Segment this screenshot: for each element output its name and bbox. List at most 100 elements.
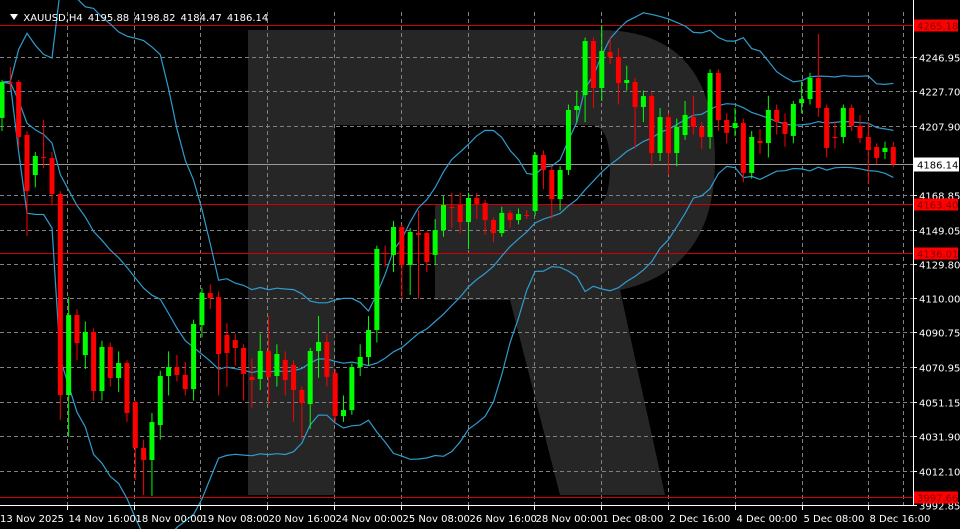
candle-body xyxy=(799,99,805,104)
candle-body xyxy=(16,81,22,137)
candle-body xyxy=(857,125,863,139)
bull-candle xyxy=(82,321,88,369)
x-tick-label: 2 Dec 16:00 xyxy=(670,514,731,525)
candle-body xyxy=(515,214,521,221)
candle-body xyxy=(341,410,347,417)
x-tick-label: 13 Nov 2025 xyxy=(0,514,64,525)
candle-body xyxy=(732,123,738,128)
bear-candle xyxy=(832,122,838,149)
bear-candle xyxy=(724,113,730,144)
y-tick-label: 4090.75 xyxy=(919,329,960,340)
bull-candle xyxy=(257,333,263,391)
bear-candle xyxy=(690,95,696,135)
candle-body xyxy=(366,330,372,357)
level-label: 4163.40 xyxy=(917,201,958,212)
bull-candle xyxy=(749,130,755,179)
candle-body xyxy=(490,220,496,234)
triangle-down-icon[interactable] xyxy=(10,14,19,20)
candle-body xyxy=(74,315,80,344)
candle-body xyxy=(540,154,546,170)
bear-candle xyxy=(449,192,455,228)
bear-candle xyxy=(74,309,80,361)
bear-candle xyxy=(874,143,880,165)
bear-candle xyxy=(7,66,13,91)
candle-body xyxy=(882,147,888,152)
candle-body xyxy=(199,292,205,326)
candle-body xyxy=(182,374,188,390)
candle-body xyxy=(41,157,47,159)
candle-body xyxy=(282,359,288,380)
level-label-box xyxy=(914,247,958,260)
bear-candle xyxy=(490,217,496,243)
bull-candle xyxy=(32,152,38,188)
candle-body xyxy=(307,351,313,405)
candle-body xyxy=(274,353,280,377)
bull-candle xyxy=(349,363,355,415)
bear-candle xyxy=(207,284,213,310)
bear-candle xyxy=(865,122,871,184)
y-tick-label: 4129.80 xyxy=(919,261,960,272)
candle-body xyxy=(66,315,72,396)
candle-body xyxy=(374,248,380,331)
candle-body xyxy=(124,362,130,414)
candle-body xyxy=(657,117,663,154)
candle-body xyxy=(216,297,222,354)
low-value: 4184.47 xyxy=(180,13,222,24)
candle-body xyxy=(141,447,147,460)
bear-candle xyxy=(24,130,30,237)
bull-candle xyxy=(66,297,72,438)
bear-candle xyxy=(282,351,288,396)
bear-candle xyxy=(457,192,463,234)
candle-body xyxy=(207,292,213,298)
bear-candle xyxy=(774,104,780,135)
bollinger-middle-band xyxy=(1,81,894,374)
bull-candle xyxy=(574,90,580,123)
candle-body xyxy=(449,206,455,208)
x-tick-label: 24 Nov 00:00 xyxy=(336,514,403,525)
bear-candle xyxy=(849,104,855,131)
candle-body xyxy=(865,136,871,151)
bull-candle xyxy=(157,370,163,440)
bull-candle xyxy=(765,95,771,158)
bull-candle xyxy=(316,316,322,378)
candle-body xyxy=(482,203,488,221)
bear-candle xyxy=(241,344,247,401)
candle-body xyxy=(682,114,688,136)
y-tick-label: 4168.85 xyxy=(919,192,960,203)
bull-candle xyxy=(807,72,813,105)
y-tick-label: 4110.00 xyxy=(919,295,960,306)
y-tick-label: 4246.95 xyxy=(919,54,960,65)
candle-body xyxy=(774,109,780,122)
level-label-box xyxy=(914,19,958,32)
bull-candle xyxy=(682,101,688,140)
bull-candle xyxy=(374,245,380,343)
candle-body xyxy=(432,230,438,255)
x-tick-label: 19 Nov 08:00 xyxy=(202,514,269,525)
y-tick-label: 4207.90 xyxy=(919,123,960,134)
bull-candle xyxy=(515,208,521,225)
candle-body xyxy=(599,50,605,88)
candle-body xyxy=(316,342,322,352)
bear-candle xyxy=(740,118,746,183)
bear-candle xyxy=(824,104,830,158)
bollinger-upper-band xyxy=(1,0,894,313)
bull-candle xyxy=(582,37,588,123)
bear-candle xyxy=(857,115,863,144)
y-tick-label: 4227.70 xyxy=(919,88,960,99)
candle-body xyxy=(116,362,122,378)
bear-candle xyxy=(665,113,671,176)
candle-body xyxy=(357,356,363,368)
candle-body xyxy=(699,126,705,137)
bear-candle xyxy=(615,48,621,105)
candle-body xyxy=(32,156,38,176)
candle-body xyxy=(174,367,180,375)
candle-body xyxy=(607,51,613,57)
bear-candle xyxy=(49,152,55,206)
candle-body xyxy=(615,56,621,84)
candle-body xyxy=(266,351,272,377)
bull-candle xyxy=(357,344,363,377)
candle-body xyxy=(149,422,155,460)
candle-body xyxy=(440,205,446,231)
